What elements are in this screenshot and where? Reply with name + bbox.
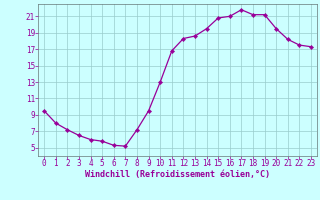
X-axis label: Windchill (Refroidissement éolien,°C): Windchill (Refroidissement éolien,°C) <box>85 170 270 179</box>
